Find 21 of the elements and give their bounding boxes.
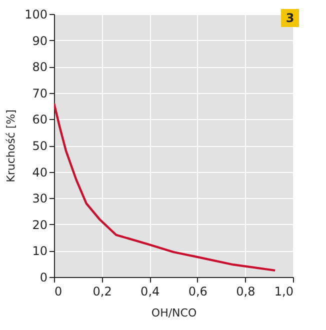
y-tick-label: 0: [40, 270, 48, 284]
y-tick-label: 80: [32, 60, 48, 74]
x-tick-label: 0,2: [92, 284, 112, 298]
x-tick-label: 1,0: [274, 284, 294, 298]
y-tick-label: 10: [32, 244, 48, 258]
y-tick-label: 40: [32, 165, 48, 180]
y-tick-label: 30: [32, 192, 48, 206]
y-tick-label: 100: [24, 8, 48, 22]
x-tick-label: 0: [54, 284, 62, 298]
y-tick-label: 50: [32, 139, 48, 153]
line-series: [54, 102, 276, 272]
y-axis-title: Kruchość [%]: [4, 110, 18, 182]
y-tick-label: 60: [32, 112, 48, 127]
x-tick-label: 0,8: [236, 284, 256, 298]
x-tick-label: 0,6: [188, 284, 208, 298]
annotation: 3: [281, 9, 299, 27]
y-tick-label: 20: [32, 218, 48, 232]
x-axis-title: OH/NCO: [151, 306, 197, 320]
y-tick-label: 70: [32, 86, 48, 100]
x-tick-label: 0,4: [140, 284, 160, 298]
y-tick-label: 90: [32, 34, 48, 48]
